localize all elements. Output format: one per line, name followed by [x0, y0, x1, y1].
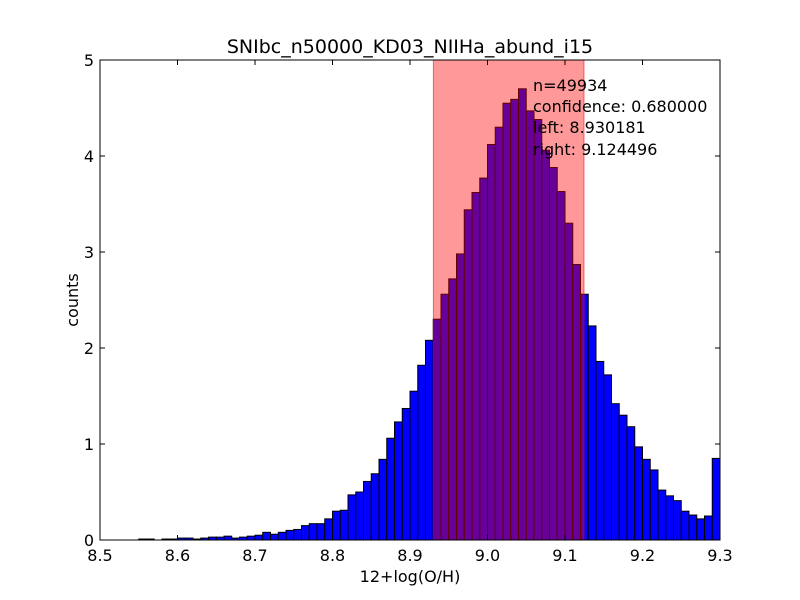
y-tick-label: 3 [84, 243, 94, 262]
histogram-bar [649, 469, 659, 541]
x-tick-label: 8.8 [320, 546, 345, 565]
annotation-confidence: confidence: 0.680000 [533, 97, 707, 116]
histogram-bar [618, 414, 628, 541]
x-tick-label: 8.9 [397, 546, 422, 565]
histogram-bar [401, 407, 411, 541]
x-axis-label: 12+log(O/H) [360, 567, 461, 586]
histogram-bar [704, 515, 713, 541]
histogram-bar [293, 528, 302, 541]
histogram-bar [355, 491, 364, 541]
histogram-bar [324, 518, 333, 541]
stats-annotation: n=49934 confidence: 0.680000 left: 8.930… [533, 76, 707, 159]
y-tick-label: 0 [84, 531, 94, 550]
histogram-bar [665, 495, 674, 541]
histogram-bar [696, 518, 705, 541]
annotation-right: right: 9.124496 [533, 140, 657, 159]
histogram-bar [246, 535, 256, 541]
annotation-n: n=49934 [533, 76, 607, 95]
y-tick-label: 1 [84, 435, 94, 454]
histogram-bar [223, 535, 233, 541]
x-axis-ticks: 8.5 8.6 8.7 8.8 8.9 9.0 9.1 9.2 9.3 [87, 60, 733, 565]
x-tick-label: 9.0 [475, 546, 500, 565]
x-tick-label: 8.7 [242, 546, 267, 565]
histogram-bar [409, 390, 419, 541]
x-tick-label: 9.3 [707, 546, 732, 565]
histogram-bar [626, 426, 636, 541]
histogram-bar [308, 523, 318, 541]
histogram-bar [657, 489, 667, 541]
histogram-bar [386, 437, 395, 541]
annotation-left: left: 8.930181 [533, 118, 646, 137]
histogram-bar [378, 458, 388, 541]
histogram-bar [673, 500, 682, 541]
histogram-bar [270, 533, 279, 541]
histogram-bar [347, 494, 357, 541]
x-tick-label: 8.5 [87, 546, 112, 565]
histogram-bar [316, 523, 326, 541]
histogram-bar [634, 446, 643, 541]
histogram-bar [603, 374, 612, 541]
histogram-bar [642, 458, 651, 541]
y-tick-label: 4 [84, 147, 94, 166]
y-tick-label: 5 [84, 51, 94, 70]
confidence-band [432, 59, 585, 541]
histogram-bar [363, 480, 372, 541]
histogram-bar [277, 531, 287, 541]
histogram-bar [711, 457, 721, 541]
histogram-bar [301, 525, 310, 541]
histogram-bar [587, 325, 597, 541]
histogram-bar [680, 510, 690, 541]
y-tick-label: 2 [84, 339, 94, 358]
histogram-bar [611, 403, 620, 541]
histogram-bar [285, 529, 295, 541]
histogram-bar [332, 510, 341, 541]
histogram-bar [339, 509, 349, 541]
chart-title: SNIbc_n50000_KD03_NIIHa_abund_i15 [227, 36, 593, 58]
histogram-bar [595, 360, 605, 541]
y-axis-label: counts [63, 273, 82, 326]
y-axis-ticks: 0 1 2 3 4 5 [84, 51, 720, 550]
histogram-bar [370, 473, 380, 541]
histogram-bar [417, 364, 426, 541]
histogram-bar [254, 534, 264, 541]
x-tick-label: 8.6 [165, 546, 190, 565]
x-tick-label: 9.2 [630, 546, 655, 565]
histogram-bar [394, 421, 403, 541]
histogram-bar [262, 531, 271, 541]
histogram-bar [688, 514, 698, 541]
x-tick-label: 9.1 [552, 546, 577, 565]
histogram-bar [425, 339, 434, 541]
